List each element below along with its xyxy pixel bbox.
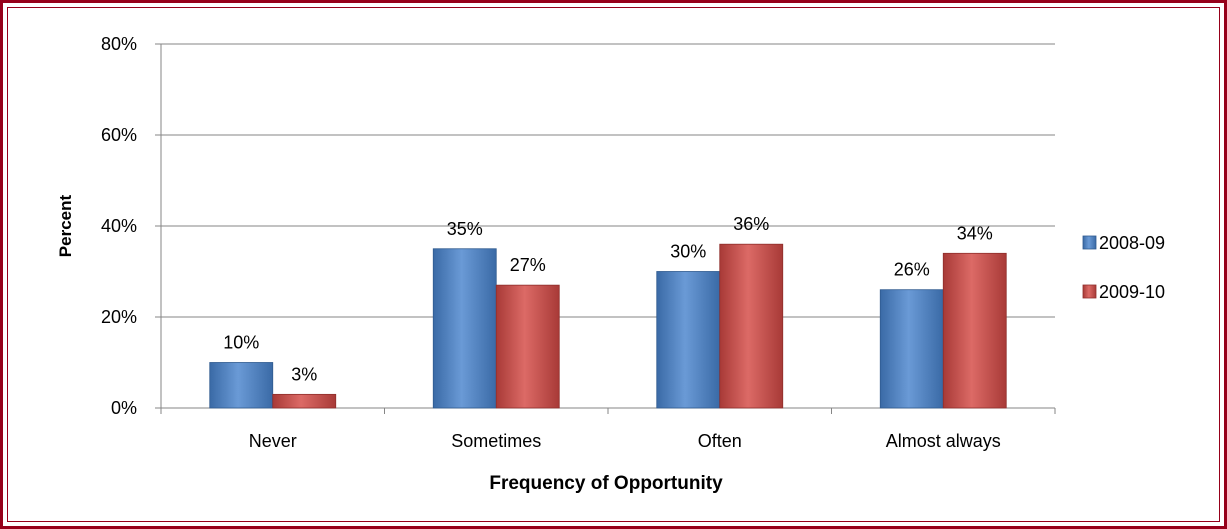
data-label: 10% — [223, 333, 259, 353]
bar-chart: 0% 20% 40% 60% 80% Never 10% 3% Sometimes 35% 27% O… — [56, 34, 1165, 494]
bar-2008-09-never — [209, 362, 274, 409]
data-label: 3% — [291, 364, 317, 384]
data-label: 35% — [447, 219, 483, 239]
data-label: 27% — [510, 255, 546, 275]
x-tick-label: Often — [698, 431, 742, 451]
bar-2009-10-almost-always — [942, 252, 1007, 409]
legend-swatch — [1082, 284, 1097, 299]
legend-label: 2008-09 — [1099, 233, 1165, 253]
data-label: 36% — [733, 214, 769, 234]
bar-2008-09-almost-always — [879, 289, 944, 409]
x-tick-label: Almost always — [886, 431, 1001, 451]
bar-2009-10-never — [272, 393, 337, 409]
y-tick-label: 0% — [111, 398, 137, 418]
bar-2009-10-sometimes — [495, 284, 560, 409]
data-label: 26% — [894, 260, 930, 280]
y-tick-label: 80% — [101, 34, 137, 54]
bar-2008-09-sometimes — [432, 248, 497, 409]
y-tick-label: 40% — [101, 216, 137, 236]
bar-2008-09-often — [656, 271, 721, 409]
x-tick-label: Never — [249, 431, 297, 451]
data-label: 34% — [957, 223, 993, 243]
y-tick-label: 20% — [101, 307, 137, 327]
x-axis-title: Frequency of Opportunity — [489, 473, 723, 494]
legend-swatch — [1082, 235, 1097, 250]
bar-2009-10-often — [719, 243, 784, 409]
data-label: 30% — [670, 242, 706, 262]
y-axis-title: Percent — [56, 194, 75, 257]
legend-label: 2009-10 — [1099, 282, 1165, 302]
y-tick-label: 60% — [101, 125, 137, 145]
x-tick-label: Sometimes — [451, 431, 541, 451]
